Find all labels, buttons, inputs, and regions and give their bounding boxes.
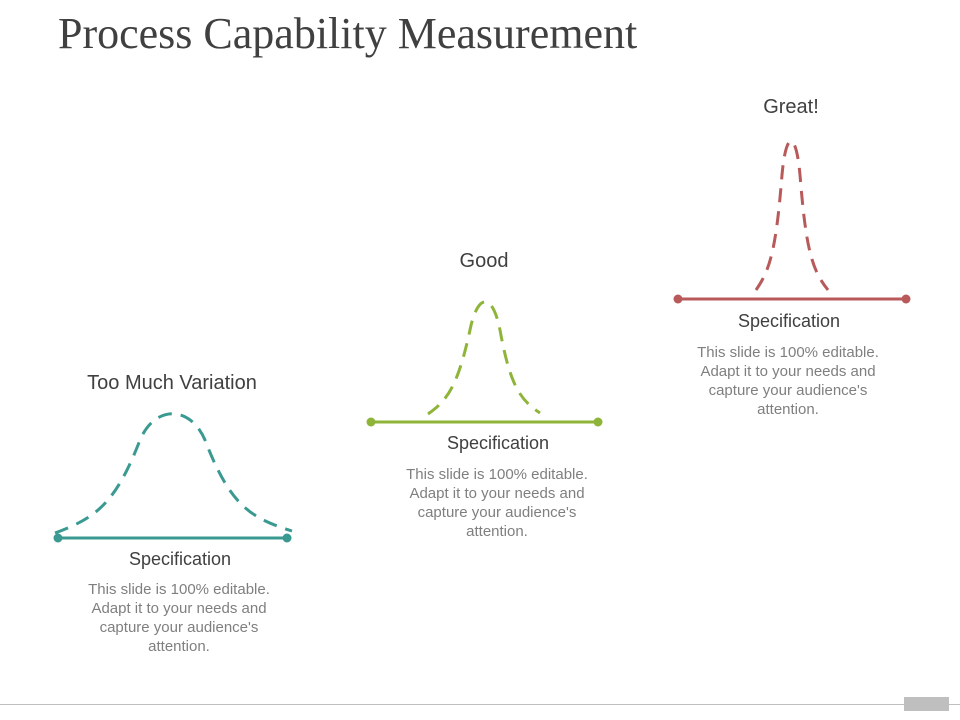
footer-tab xyxy=(904,697,949,711)
spec-endpoint-left xyxy=(53,533,63,543)
footer-divider xyxy=(0,704,960,705)
spec-endpoint-left xyxy=(673,294,683,304)
panel-label: Good xyxy=(459,250,509,272)
panel-label: Great! xyxy=(763,96,819,118)
panel-label: Too Much Variation xyxy=(87,372,257,394)
spec-endpoint-left xyxy=(366,417,376,427)
specification-label: Specification xyxy=(446,433,550,453)
spec-endpoint-right xyxy=(901,294,911,304)
spec-endpoint-right xyxy=(282,533,292,543)
panel-description: This slide is 100% editable. Adapt it to… xyxy=(406,466,588,540)
spec-endpoint-right xyxy=(593,417,603,427)
specification-label: Specification xyxy=(737,311,841,331)
specification-label: Specification xyxy=(128,549,232,569)
slide-title: Process Capability Measurement xyxy=(58,9,638,58)
panel-description: This slide is 100% editable. Adapt it to… xyxy=(88,581,270,655)
panel-description: This slide is 100% editable. Adapt it to… xyxy=(697,344,879,418)
